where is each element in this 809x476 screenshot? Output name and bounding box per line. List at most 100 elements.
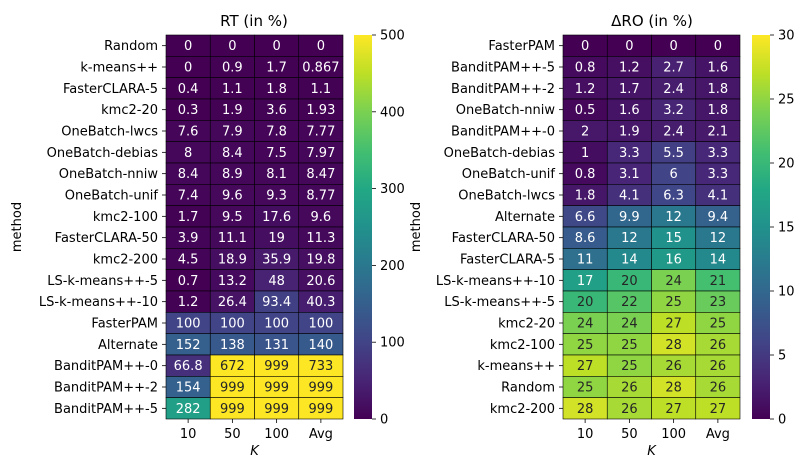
data-label: 27 bbox=[665, 402, 682, 417]
data-label: 999 bbox=[220, 381, 245, 396]
data-label: 0.7 bbox=[178, 274, 199, 289]
data-label: 4.1 bbox=[708, 189, 729, 204]
x-tick-label: Avg bbox=[706, 427, 730, 442]
data-label: 3.1 bbox=[619, 167, 640, 182]
data-label: 2 bbox=[581, 125, 589, 140]
y-tick-label: Alternate bbox=[98, 338, 158, 353]
data-label: 8.6 bbox=[575, 231, 596, 246]
y-tick-label: FasterPAM bbox=[488, 39, 555, 54]
data-label: 9.5 bbox=[222, 210, 243, 225]
data-label: 0 bbox=[228, 39, 236, 54]
data-label: 9.3 bbox=[266, 189, 287, 204]
data-label: 0 bbox=[272, 39, 280, 54]
data-label: 20 bbox=[621, 274, 638, 289]
data-label: 28 bbox=[577, 402, 594, 417]
data-label: 3.6 bbox=[266, 103, 287, 118]
y-tick-label: LS-k-means++-5 bbox=[444, 295, 555, 310]
data-label: 26 bbox=[710, 359, 727, 374]
data-label: 26 bbox=[710, 381, 727, 396]
colorbar bbox=[354, 35, 372, 419]
data-label: 1.8 bbox=[575, 189, 596, 204]
data-label: 7.97 bbox=[306, 146, 335, 161]
data-label: 26.4 bbox=[218, 295, 247, 310]
data-label: 1.9 bbox=[222, 103, 243, 118]
chart-title: ΔRO (in %) bbox=[611, 12, 693, 30]
x-tick-label: 10 bbox=[180, 427, 197, 442]
data-label: 100 bbox=[220, 317, 245, 332]
y-axis-label: method bbox=[10, 202, 25, 252]
data-label: 0 bbox=[625, 39, 633, 54]
data-label: 8.47 bbox=[306, 167, 335, 182]
chart-title: RT (in %) bbox=[220, 12, 288, 30]
data-label: 0.4 bbox=[178, 82, 199, 97]
y-tick-label: OneBatch-unif bbox=[462, 167, 556, 182]
data-label: 14 bbox=[710, 253, 727, 268]
data-label: 733 bbox=[308, 359, 333, 374]
data-label: 131 bbox=[264, 338, 289, 353]
x-axis-label: K bbox=[647, 444, 657, 459]
data-label: 0.867 bbox=[302, 61, 339, 76]
data-label: 1.1 bbox=[222, 82, 243, 97]
x-tick-label: 100 bbox=[264, 427, 289, 442]
data-label: 9.4 bbox=[708, 210, 729, 225]
data-label: 8.77 bbox=[306, 189, 335, 204]
data-label: 2.4 bbox=[663, 125, 684, 140]
data-label: 5.5 bbox=[663, 146, 684, 161]
data-label: 0 bbox=[714, 39, 722, 54]
data-label: 9.6 bbox=[222, 189, 243, 204]
y-tick-label: LS-k-means++-10 bbox=[39, 295, 158, 310]
data-label: 17 bbox=[577, 274, 594, 289]
data-label: 26 bbox=[710, 338, 727, 353]
data-label: 24 bbox=[577, 317, 594, 332]
data-label: 100 bbox=[176, 317, 201, 332]
colorbar-tick-label: 200 bbox=[380, 259, 405, 274]
colorbar-tick-label: 400 bbox=[380, 105, 405, 120]
y-tick-label: BanditPAM++-5 bbox=[451, 61, 555, 76]
data-label: 3.9 bbox=[178, 231, 199, 246]
y-tick-label: k-means++ bbox=[80, 61, 158, 76]
data-label: 6.3 bbox=[663, 189, 684, 204]
y-tick-label: FasterCLARA-5 bbox=[63, 82, 158, 97]
y-tick-label: Random bbox=[501, 381, 555, 396]
data-label: 1.2 bbox=[178, 295, 199, 310]
data-label: 23 bbox=[710, 295, 727, 310]
data-label: 0.9 bbox=[222, 61, 243, 76]
data-label: 19 bbox=[268, 231, 285, 246]
data-label: 28 bbox=[665, 338, 682, 353]
y-tick-label: kmc2-20 bbox=[498, 317, 555, 332]
data-label: 0 bbox=[669, 39, 677, 54]
data-label: 21 bbox=[710, 274, 727, 289]
data-label: 15 bbox=[665, 231, 682, 246]
data-label: 25 bbox=[665, 295, 682, 310]
y-tick-label: LS-k-means++-5 bbox=[47, 274, 158, 289]
data-label: 999 bbox=[264, 359, 289, 374]
data-label: 25 bbox=[621, 359, 638, 374]
data-label: 100 bbox=[264, 317, 289, 332]
data-label: 672 bbox=[220, 359, 245, 374]
data-label: 7.77 bbox=[306, 125, 335, 140]
data-label: 999 bbox=[220, 402, 245, 417]
data-label: 7.5 bbox=[266, 146, 287, 161]
data-label: 35.9 bbox=[262, 253, 291, 268]
data-label: 1.8 bbox=[708, 82, 729, 97]
data-label: 3.2 bbox=[663, 103, 684, 118]
data-label: 999 bbox=[264, 381, 289, 396]
data-label: 2.1 bbox=[708, 125, 729, 140]
data-label: 8.1 bbox=[266, 167, 287, 182]
y-tick-label: OneBatch-lwcs bbox=[458, 189, 555, 204]
data-label: 0 bbox=[184, 61, 192, 76]
y-tick-label: FasterCLARA-5 bbox=[460, 253, 555, 268]
data-label: 93.4 bbox=[262, 295, 291, 310]
data-label: 0.8 bbox=[575, 167, 596, 182]
y-tick-label: k-means++ bbox=[477, 359, 555, 374]
data-label: 16 bbox=[665, 253, 682, 268]
data-label: 4.1 bbox=[619, 189, 640, 204]
data-label: 2.4 bbox=[663, 82, 684, 97]
delta-ro-heatmap-panel: ΔRO (in %) 0 0 0 0 0.8 1.2 2.7 1.6 1.2 1.7 2.4 1.8 0.… bbox=[409, 12, 795, 459]
data-label: 152 bbox=[176, 338, 201, 353]
colorbar-tick-label: 5 bbox=[778, 349, 786, 364]
y-tick-label: FasterCLARA-50 bbox=[55, 231, 158, 246]
data-label: 1.2 bbox=[575, 82, 596, 97]
y-tick-label: BanditPAM++-0 bbox=[451, 125, 555, 140]
